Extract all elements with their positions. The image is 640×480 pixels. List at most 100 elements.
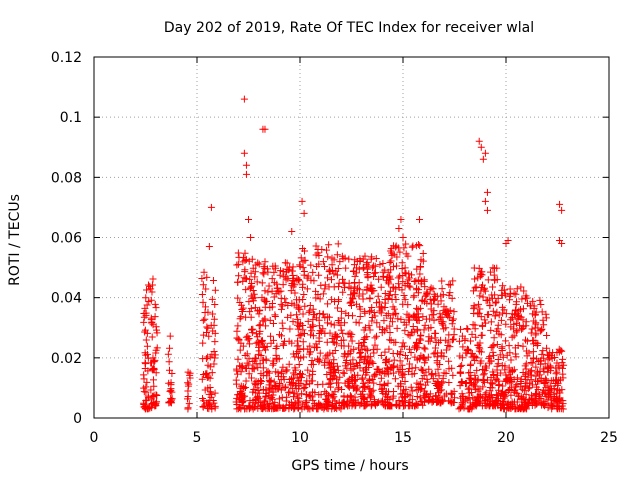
data-point — [295, 385, 303, 393]
data-point — [259, 269, 267, 277]
data-point — [476, 385, 484, 393]
data-point — [388, 318, 396, 326]
data-point — [321, 263, 329, 271]
data-point — [352, 318, 360, 326]
data-point — [445, 378, 453, 386]
data-point — [312, 294, 320, 302]
data-point — [323, 370, 331, 378]
data-point — [309, 396, 317, 404]
data-point — [365, 308, 373, 316]
data-point — [368, 317, 376, 325]
data-point — [503, 405, 511, 413]
data-point — [315, 271, 323, 279]
data-point — [408, 370, 416, 378]
data-point — [479, 322, 487, 330]
data-point — [144, 350, 152, 358]
data-point — [168, 388, 176, 396]
data-point — [272, 290, 280, 298]
data-point — [242, 170, 250, 178]
data-point — [416, 242, 424, 250]
data-point — [240, 384, 248, 392]
data-point — [372, 401, 380, 409]
data-point — [406, 283, 414, 291]
data-point — [405, 399, 413, 407]
data-point — [557, 346, 565, 354]
data-point — [236, 315, 244, 323]
data-point — [372, 332, 380, 340]
data-point — [536, 296, 544, 304]
data-point — [328, 401, 336, 409]
data-point — [306, 348, 314, 356]
data-point — [502, 240, 510, 248]
data-point — [237, 368, 245, 376]
data-point — [284, 313, 292, 321]
data-point — [408, 243, 416, 251]
data-point — [385, 291, 393, 299]
data-point — [234, 355, 242, 363]
data-point — [547, 396, 555, 404]
data-point — [486, 353, 494, 361]
data-point — [329, 338, 337, 346]
data-point — [266, 377, 274, 385]
data-point — [365, 385, 373, 393]
data-point — [394, 280, 402, 288]
data-point — [555, 394, 563, 402]
data-point — [392, 262, 400, 270]
data-point — [544, 404, 552, 412]
data-point — [542, 314, 550, 322]
data-point — [246, 284, 254, 292]
data-point — [525, 396, 533, 404]
data-point — [288, 267, 296, 275]
data-point — [362, 371, 370, 379]
data-point — [150, 365, 158, 373]
data-point — [295, 360, 303, 368]
data-point — [272, 345, 280, 353]
data-point — [396, 248, 404, 256]
data-point — [489, 394, 497, 402]
data-point — [466, 362, 474, 370]
data-point — [168, 395, 176, 403]
data-point — [166, 366, 174, 374]
data-point — [337, 326, 345, 334]
x-tick-label: 15 — [394, 430, 412, 446]
data-point — [253, 394, 261, 402]
data-point — [356, 401, 364, 409]
data-point — [246, 275, 254, 283]
data-point — [341, 350, 349, 358]
data-point — [449, 335, 457, 343]
data-point — [233, 394, 241, 402]
data-point — [288, 299, 296, 307]
data-point — [530, 354, 538, 362]
data-point — [351, 272, 359, 280]
data-point — [513, 285, 521, 293]
data-point — [396, 402, 404, 410]
data-point — [151, 313, 159, 321]
data-point — [358, 375, 366, 383]
data-point — [465, 394, 473, 402]
data-point — [499, 387, 507, 395]
data-point — [476, 399, 484, 407]
data-point — [385, 345, 393, 353]
data-point — [436, 360, 444, 368]
data-point — [514, 392, 522, 400]
data-point — [207, 203, 215, 211]
data-point — [397, 315, 405, 323]
data-point — [466, 405, 474, 413]
data-point — [498, 303, 506, 311]
data-point — [251, 273, 259, 281]
data-point — [395, 224, 403, 232]
data-point — [415, 316, 423, 324]
data-point — [371, 334, 379, 342]
data-point — [363, 397, 371, 405]
data-point — [431, 392, 439, 400]
data-point — [388, 249, 396, 257]
data-point — [389, 303, 397, 311]
data-point — [209, 277, 217, 285]
data-point — [396, 357, 404, 365]
data-point — [199, 355, 207, 363]
data-point — [255, 322, 263, 330]
data-point — [417, 365, 425, 373]
data-point — [361, 355, 369, 363]
data-point — [307, 361, 315, 369]
data-point — [417, 386, 425, 394]
